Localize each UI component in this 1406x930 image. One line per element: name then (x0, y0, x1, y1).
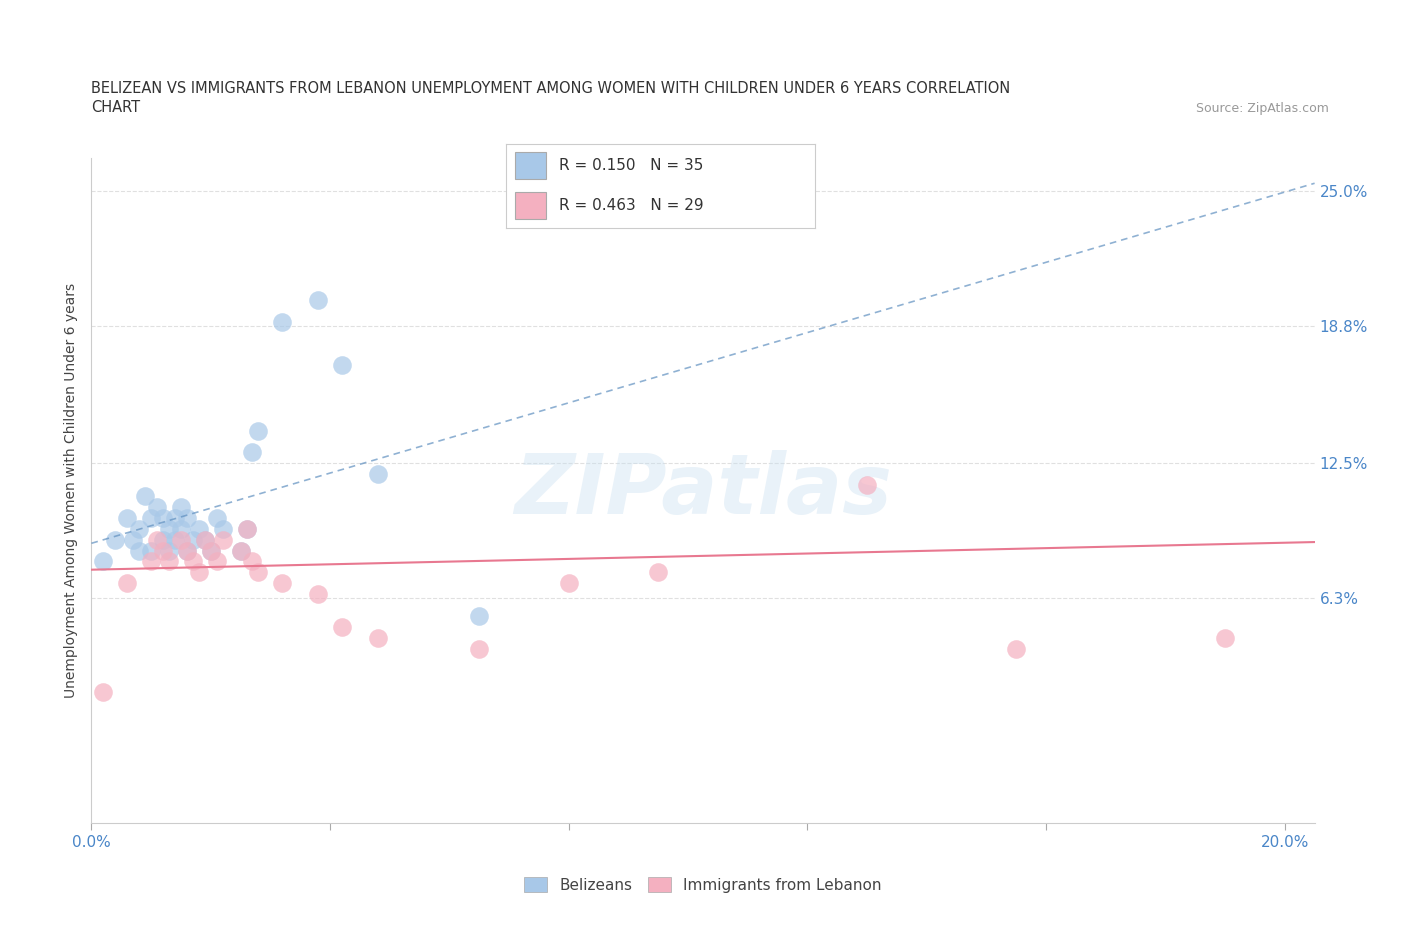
Point (128, 543, 150, 558)
Point (647, 565, 669, 579)
Point (157, 543, 180, 558)
Point (139, 543, 162, 558)
Point (176, 511, 198, 525)
Text: ZIPatlas: ZIPatlas (515, 450, 891, 531)
FancyBboxPatch shape (516, 152, 547, 179)
Point (242, 445, 264, 459)
Point (205, 511, 228, 525)
Point (194, 532, 217, 547)
Point (187, 565, 209, 579)
Point (468, 641, 491, 656)
Text: R = 0.150   N = 35: R = 0.150 N = 35 (558, 158, 703, 173)
Text: BELIZEAN VS IMMIGRANTS FROM LEBANON UNEMPLOYMENT AMONG WOMEN WITH CHILDREN UNDER: BELIZEAN VS IMMIGRANTS FROM LEBANON UNEM… (91, 81, 1011, 96)
Point (139, 554, 162, 569)
Point (157, 554, 180, 569)
Point (152, 532, 174, 547)
Point (170, 499, 193, 514)
Point (856, 478, 879, 493)
Point (307, 587, 329, 602)
Point (170, 532, 193, 547)
Point (139, 511, 162, 525)
Point (128, 522, 150, 537)
Point (330, 358, 353, 373)
Point (91, 554, 114, 569)
Point (211, 522, 233, 537)
Point (235, 522, 257, 537)
Point (229, 543, 252, 558)
Text: Source: ZipAtlas.com: Source: ZipAtlas.com (1195, 102, 1329, 115)
Point (194, 532, 217, 547)
Point (157, 522, 180, 537)
Point (115, 576, 138, 591)
Point (163, 532, 186, 547)
Point (170, 522, 193, 537)
Text: CHART: CHART (91, 100, 141, 115)
Point (1213, 631, 1236, 645)
Point (122, 532, 145, 547)
Point (176, 543, 198, 558)
FancyBboxPatch shape (516, 192, 547, 219)
Point (737, 206, 759, 220)
Point (200, 543, 222, 558)
Point (181, 532, 204, 547)
Point (200, 543, 222, 558)
Point (307, 292, 329, 307)
Y-axis label: Unemployment Among Women with Children Under 6 years: Unemployment Among Women with Children U… (63, 283, 77, 698)
Point (1005, 641, 1028, 656)
Point (247, 423, 270, 438)
Point (181, 554, 204, 569)
Legend: Belizeans, Immigrants from Lebanon: Belizeans, Immigrants from Lebanon (519, 871, 887, 899)
Point (152, 511, 174, 525)
Point (146, 499, 169, 514)
Point (211, 532, 233, 547)
Point (367, 467, 389, 482)
Point (187, 522, 209, 537)
Point (330, 619, 353, 634)
Point (91, 684, 114, 699)
Point (242, 554, 264, 569)
Point (152, 543, 174, 558)
Point (247, 565, 270, 579)
Point (271, 314, 294, 329)
Point (235, 522, 257, 537)
Point (558, 576, 581, 591)
Point (271, 576, 294, 591)
Point (229, 543, 252, 558)
Point (115, 511, 138, 525)
Text: R = 0.463   N = 29: R = 0.463 N = 29 (558, 198, 703, 213)
Point (163, 511, 186, 525)
Point (468, 608, 491, 623)
Point (146, 532, 169, 547)
Point (205, 554, 228, 569)
Point (104, 532, 127, 547)
Point (176, 543, 198, 558)
Point (134, 488, 156, 503)
Point (367, 631, 389, 645)
